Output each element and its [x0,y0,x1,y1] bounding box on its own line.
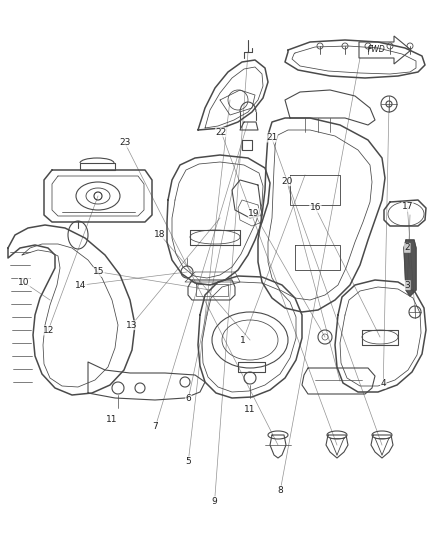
Text: 17: 17 [402,203,413,211]
Text: 19: 19 [248,209,260,217]
Text: 9: 9 [212,497,218,505]
Text: 1: 1 [240,336,246,344]
Text: 3: 3 [404,281,410,289]
Text: 6: 6 [185,394,191,403]
Text: 11: 11 [106,415,118,424]
Text: 14: 14 [75,281,87,289]
Text: 18: 18 [154,230,166,239]
Text: 5: 5 [185,457,191,465]
Polygon shape [404,240,416,296]
Text: 23: 23 [119,139,131,147]
Text: 15: 15 [93,268,104,276]
Text: 21: 21 [266,133,277,142]
Text: 13: 13 [126,321,137,329]
Text: 4: 4 [381,379,386,388]
Text: FWD: FWD [368,45,386,54]
Text: 8: 8 [277,486,283,495]
Text: 7: 7 [152,422,159,431]
Text: 2: 2 [405,244,410,252]
Text: 20: 20 [281,177,293,185]
Text: 11: 11 [244,405,256,414]
Text: 10: 10 [18,278,30,287]
Text: 16: 16 [310,204,321,212]
Text: 22: 22 [215,128,227,136]
Text: 12: 12 [42,326,54,335]
